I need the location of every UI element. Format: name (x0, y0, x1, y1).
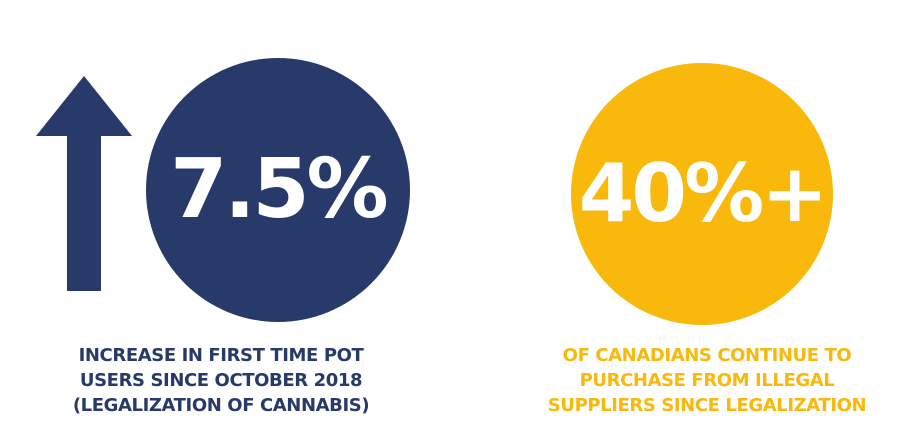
left-stat-value: 7.5% (170, 142, 388, 237)
caption-line: INCREASE IN FIRST TIME POT (78, 345, 364, 366)
left-stat-caption: INCREASE IN FIRST TIME POT USERS SINCE O… (38, 343, 404, 418)
right-stat-circle: 40%+ (571, 63, 833, 325)
caption-line: PURCHASE FROM ILLEGAL (579, 370, 835, 391)
caption-line: USERS SINCE OCTOBER 2018 (79, 370, 363, 391)
caption-line: (LEGALIZATION OF CANNABIS) (72, 395, 370, 416)
left-stat-circle: 7.5% (146, 58, 410, 322)
right-stat-caption: OF CANADIANS CONTINUE TO PURCHASE FROM I… (514, 343, 900, 418)
right-stat-value: 40%+ (578, 147, 829, 240)
caption-line: OF CANADIANS CONTINUE TO (562, 345, 852, 366)
up-arrow-icon (36, 76, 132, 291)
caption-line: SUPPLIERS SINCE LEGALIZATION (547, 395, 867, 416)
